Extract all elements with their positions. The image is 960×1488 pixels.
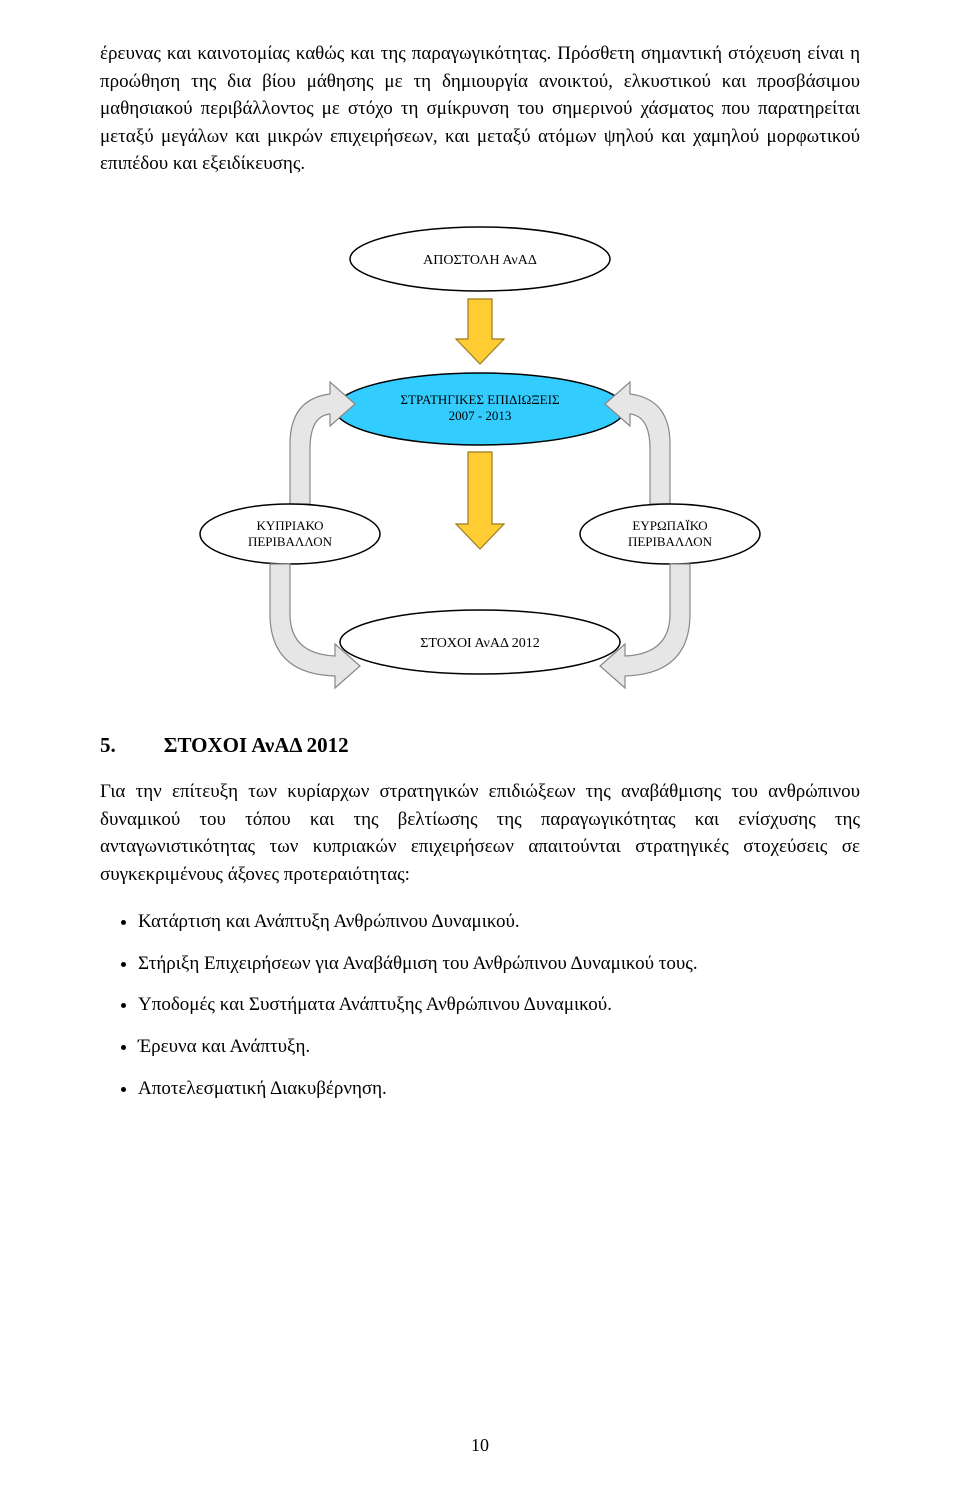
node3-text1: ΚΥΠΡΙΑΚΟ xyxy=(257,518,324,533)
section-title: ΣΤΟΧΟΙ ΑνΑΔ 2012 xyxy=(164,730,349,760)
list-item: Κατάρτιση και Ανάπτυξη Ανθρώπινου Δυναμι… xyxy=(138,908,860,936)
node4-text1: ΕΥΡΩΠΑΪΚΟ xyxy=(632,518,707,533)
section-intro: Για την επίτευξη των κυρίαρχων στρατηγικ… xyxy=(100,778,860,888)
node2-text1: ΣΤΡΑΤΗΓΙΚΕΣ ΕΠΙΔΙΩΞΕΙΣ xyxy=(400,392,559,407)
curved-arrow-right-up xyxy=(605,382,670,504)
section-heading: 5. ΣΤΟΧΟΙ ΑνΑΔ 2012 xyxy=(100,730,860,760)
page-number: 10 xyxy=(0,1432,960,1458)
curved-arrow-left-up xyxy=(290,382,355,504)
node4-text2: ΠΕΡΙΒΑΛΛΟΝ xyxy=(628,534,713,549)
node3-text2: ΠΕΡΙΒΑΛΛΟΝ xyxy=(248,534,333,549)
node5-text: ΣΤΟΧΟΙ ΑνΑΔ 2012 xyxy=(420,636,539,651)
section-number: 5. xyxy=(100,730,116,760)
list-item: Έρευνα και Ανάπτυξη. xyxy=(138,1033,860,1061)
list-item: Στήριξη Επιχειρήσεων για Αναβάθμιση του … xyxy=(138,950,860,978)
node1-text: ΑΠΟΣΤΟΛΗ ΑνΑΔ xyxy=(423,253,537,268)
node2-text2: 2007 - 2013 xyxy=(449,408,512,423)
bullet-list: Κατάρτιση και Ανάπτυξη Ανθρώπινου Δυναμι… xyxy=(138,908,860,1102)
list-item: Υποδομές και Συστήματα Ανάπτυξης Ανθρώπι… xyxy=(138,991,860,1019)
diagram-container: ΑΠΟΣΤΟΛΗ ΑνΑΔ ΣΤΡΑΤΗΓΙΚΕΣ ΕΠΙΔΙΩΞΕΙΣ 200… xyxy=(100,214,860,694)
curved-arrow-right-down xyxy=(600,564,690,688)
list-item: Αποτελεσματική Διακυβέρνηση. xyxy=(138,1075,860,1103)
arrow-down-1 xyxy=(456,299,504,364)
arrow-down-2 xyxy=(456,452,504,549)
flow-diagram: ΑΠΟΣΤΟΛΗ ΑνΑΔ ΣΤΡΑΤΗΓΙΚΕΣ ΕΠΙΔΙΩΞΕΙΣ 200… xyxy=(170,214,790,694)
curved-arrow-left-down xyxy=(270,564,360,688)
para-1: έρευνας και καινοτομίας καθώς και της πα… xyxy=(100,40,860,178)
